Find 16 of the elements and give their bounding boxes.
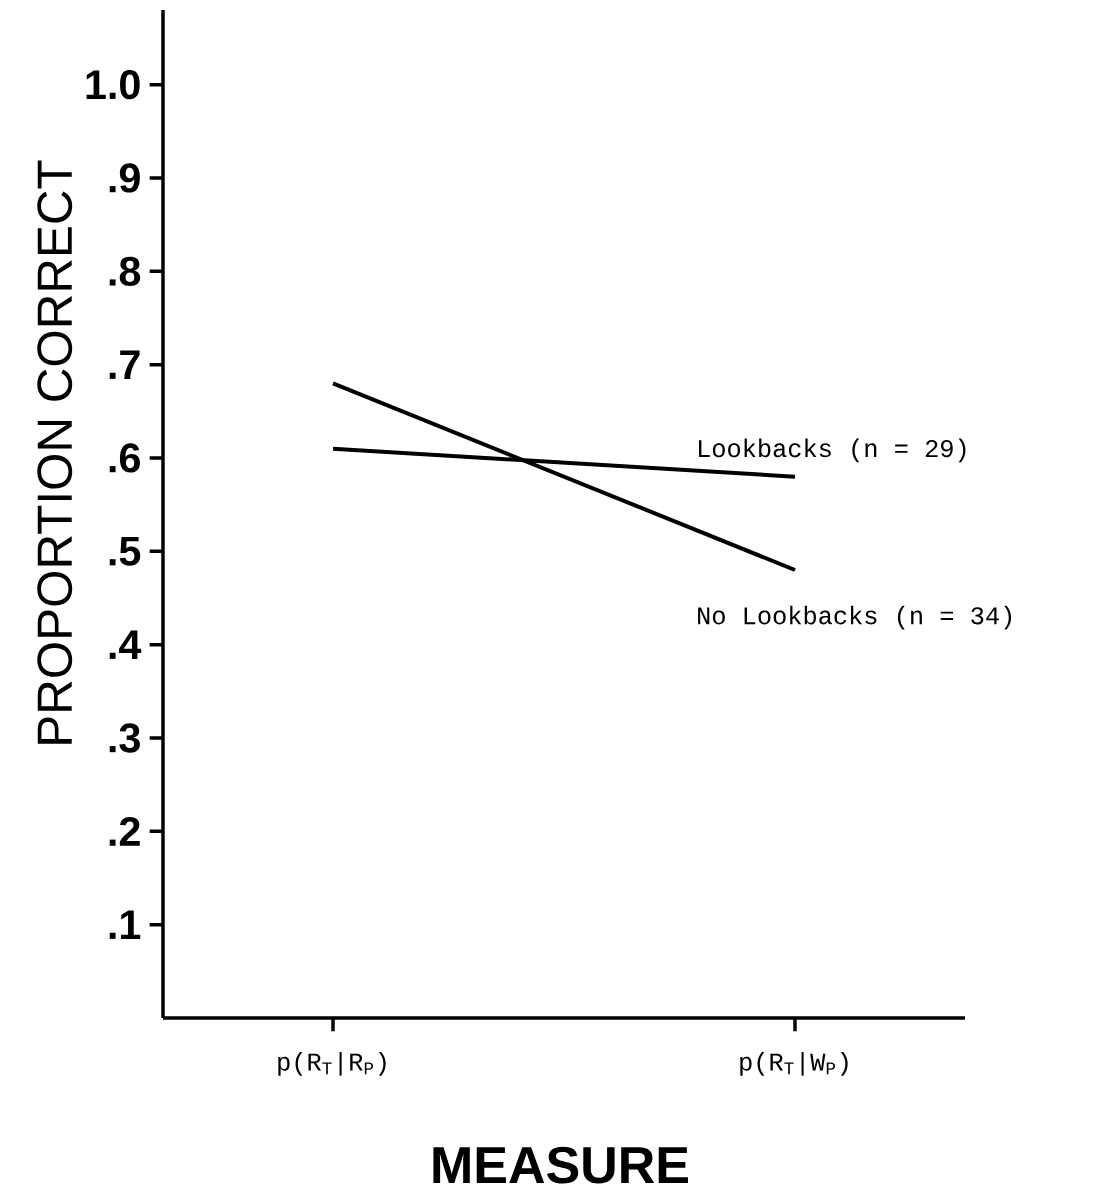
y-tick-label: .8: [109, 256, 141, 286]
y-tick-label: .2: [109, 816, 140, 846]
y-tick-label: .9: [109, 163, 140, 193]
y-axis-title: PROPORTION CORRECT: [37, 160, 73, 744]
x-tick-label: p(R$_{T}$|R$_{P}$): [278, 1052, 386, 1076]
y-tick-label: .4: [109, 630, 142, 659]
y-tick-label: .6: [109, 443, 140, 473]
y-tick-label: .3: [109, 723, 140, 753]
text: No Lookbacks (n = 34): [698, 605, 1012, 630]
y-tick-label: .5: [109, 536, 141, 566]
y-tick-label: 1.0: [86, 70, 140, 100]
series-label: Lookbacks (n = 29): [699, 438, 966, 463]
y-tick-label: .1: [109, 910, 141, 939]
y-tick-label: .7: [109, 350, 140, 379]
x-tick-label: p(R$_{T}$|W$_{P}$): [740, 1052, 848, 1076]
x-axis-title: MEASURE: [433, 1146, 688, 1184]
